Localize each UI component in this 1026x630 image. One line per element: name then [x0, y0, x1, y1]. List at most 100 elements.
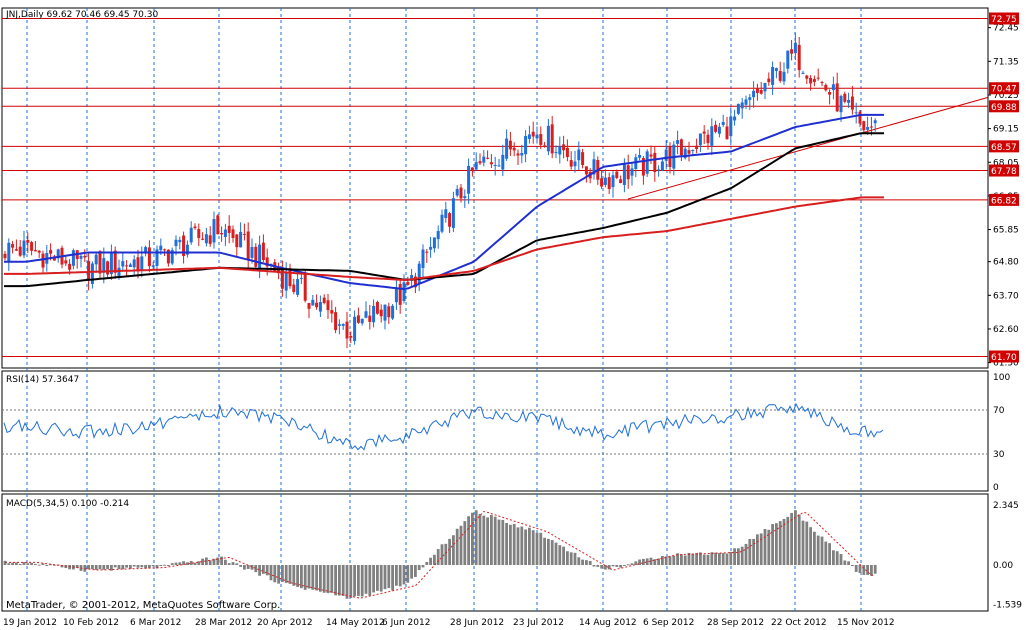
candle-body — [733, 116, 737, 121]
macd-bar — [752, 538, 755, 565]
macd-bar — [376, 565, 379, 591]
candle-body — [470, 167, 474, 171]
candle-body — [778, 71, 782, 81]
panel-frame-0 — [1, 7, 989, 369]
macd-bar — [452, 535, 455, 565]
level-price-tag — [989, 82, 1019, 95]
macd-bar — [873, 565, 877, 574]
macd-bar — [201, 558, 204, 565]
candle-body — [448, 213, 452, 227]
macd-bar — [516, 527, 520, 565]
macd-bar — [357, 565, 360, 596]
macd-bar — [3, 560, 7, 565]
level-price-tag — [989, 140, 1019, 153]
candle-body — [687, 150, 691, 154]
macd-bar — [75, 565, 79, 568]
candle-body — [482, 156, 486, 163]
candle-body — [660, 161, 664, 171]
candle-body — [714, 124, 718, 132]
macd-bar — [790, 512, 793, 565]
candle-body — [824, 84, 828, 91]
rsi-tick-label: 0 — [993, 483, 999, 493]
candle-body — [341, 324, 345, 326]
macd-bar — [307, 565, 311, 589]
candle-body — [835, 83, 839, 112]
candle-body — [486, 157, 490, 159]
macd-bar — [444, 543, 448, 565]
price-tick-label: 72.45 — [993, 24, 1019, 34]
price-title: JNJ,Daily 69.62 70.46 69.45 70.30 — [5, 10, 158, 20]
candle-body — [284, 271, 288, 291]
macd-bar — [322, 565, 326, 593]
candle-body — [391, 305, 395, 319]
candle-body — [166, 249, 170, 264]
macd-bar — [714, 552, 717, 565]
rsi-tick-label: 30 — [993, 450, 1005, 460]
candle-body — [657, 169, 661, 171]
candle-body — [11, 244, 15, 248]
candle-body — [543, 145, 547, 148]
candle-body — [812, 78, 816, 83]
x-axis-label: 6 Mar 2012 — [130, 618, 181, 628]
macd-bar — [239, 565, 242, 567]
macd-title: MACD(5,34,5) 0.100 -0.214 — [6, 499, 129, 509]
macd-signal-line — [5, 510, 876, 599]
candle-body — [14, 249, 18, 251]
macd-bar — [425, 562, 429, 565]
macd-bar — [360, 565, 364, 597]
macd-bar — [429, 557, 432, 565]
candle-body — [292, 284, 296, 292]
candle-body — [79, 255, 83, 259]
candle-body — [303, 274, 307, 301]
macd-bar — [615, 565, 619, 567]
candle-body — [577, 149, 581, 161]
macd-bar — [292, 565, 296, 586]
candle-body — [398, 284, 402, 305]
candle-body — [216, 215, 220, 235]
macd-bar — [34, 563, 37, 565]
candle-body — [786, 50, 790, 69]
macd-bar — [22, 562, 26, 565]
candle-body — [144, 247, 148, 254]
macd-bar — [193, 562, 197, 565]
macd-bar — [174, 562, 178, 565]
macd-bar — [843, 560, 847, 565]
candle-body — [710, 126, 714, 146]
macd-bar — [493, 516, 497, 565]
candle-body — [64, 260, 68, 264]
macd-bar — [87, 565, 90, 570]
macd-bar — [227, 563, 231, 565]
candle-body — [227, 225, 231, 233]
candle-body — [182, 235, 186, 257]
candle-body — [71, 250, 75, 266]
moving-average-0 — [4, 113, 884, 291]
macd-bar — [725, 553, 729, 565]
macd-bar — [832, 550, 835, 565]
macd-tick-label: 2.345 — [993, 501, 1019, 511]
candle-body — [759, 90, 763, 94]
level-price-tag — [989, 12, 1019, 25]
price-tick-label: 68.05 — [993, 158, 1019, 168]
candle-body — [288, 268, 292, 287]
candle-body — [866, 127, 870, 130]
macd-bar — [463, 521, 467, 565]
x-axis-label: 22 Oct 2012 — [771, 618, 827, 628]
macd-bar — [676, 553, 679, 565]
macd-bar — [797, 514, 801, 565]
candle-body — [163, 249, 167, 251]
candle-body — [516, 153, 520, 156]
candle-body — [740, 102, 744, 109]
candle-body — [459, 187, 463, 199]
candle-body — [22, 240, 26, 256]
macd-bar — [801, 520, 805, 565]
candle-body — [497, 165, 501, 167]
candle-body — [136, 257, 140, 272]
macd-bar — [626, 564, 630, 566]
macd-bar — [300, 565, 303, 589]
candle-body — [721, 121, 725, 125]
candle-body — [554, 152, 558, 154]
candle-body — [311, 299, 315, 306]
candle-body — [505, 138, 509, 159]
macd-bar — [235, 563, 239, 565]
